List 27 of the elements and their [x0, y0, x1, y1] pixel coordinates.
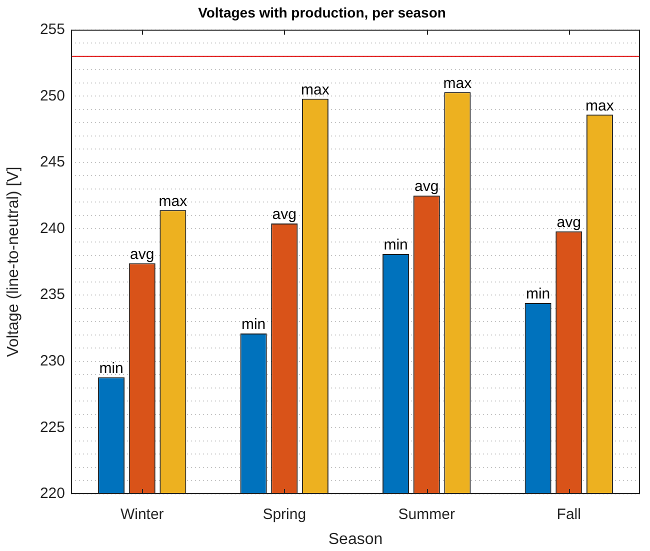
- text: avg: [556, 214, 581, 232]
- series-label: max: [301, 81, 330, 98]
- text: min: [384, 236, 408, 254]
- x-axis-title: Season: [328, 530, 383, 548]
- series-label: min: [241, 316, 266, 334]
- y-axis-title: Voltage (line-to-neutral) [V]: [5, 166, 22, 358]
- y-tick-label: 225: [40, 418, 65, 436]
- text: min: [99, 360, 124, 377]
- text: max: [158, 192, 188, 210]
- text: max: [443, 74, 472, 92]
- series-label: avg: [272, 206, 296, 224]
- x-tick-label: Spring: [262, 506, 306, 524]
- y-tick-label: 240: [40, 220, 65, 237]
- y-tick-label: 255: [40, 20, 65, 38]
- y-tick-label: 245: [40, 154, 65, 171]
- y-tick-label: 220: [40, 485, 65, 502]
- text: max: [586, 97, 614, 114]
- x-tick-label: Summer: [398, 506, 455, 524]
- y-tick-label: 235: [40, 286, 65, 304]
- chart-title: Voltages with production, per season: [198, 4, 446, 20]
- y-tick-label: 250: [40, 87, 65, 104]
- text: avg: [130, 246, 154, 263]
- y-tick-label: 230: [40, 352, 65, 370]
- text: min: [526, 286, 550, 303]
- text: avg: [414, 178, 439, 196]
- x-tick-label: Fall: [556, 506, 581, 524]
- x-tick-label: Winter: [120, 506, 164, 524]
